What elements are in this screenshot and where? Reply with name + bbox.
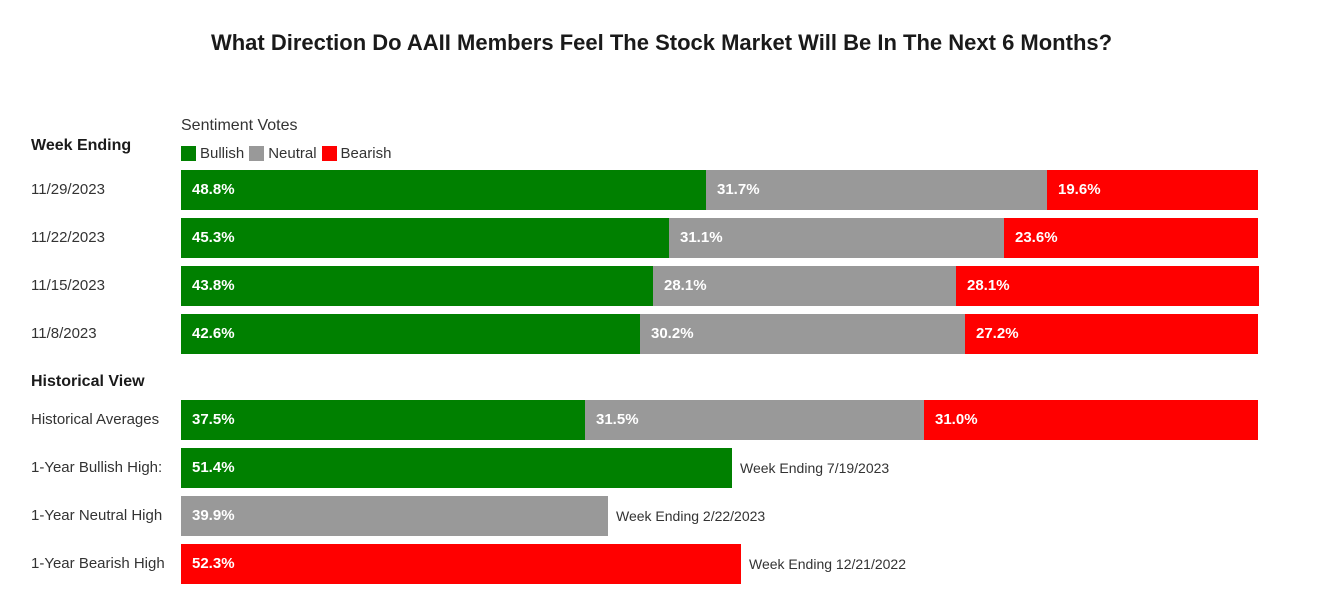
historical-averages-bullish-bar: 37.5% — [181, 400, 585, 440]
chart-title: What Direction Do AAII Members Feel The … — [210, 30, 1113, 55]
legend-swatch-bearish — [321, 146, 337, 161]
legend-label-neutral: Neutral — [268, 145, 317, 162]
week-row-0-bullish-bar: 48.8% — [181, 170, 706, 210]
week-row-3-bearish-bar: 27.2% — [965, 314, 1258, 354]
week-ending-heading: Week Ending — [31, 137, 132, 154]
high-neutral-bar: 39.9% — [181, 496, 608, 536]
high-bullish-label: 1-Year Bullish High: — [31, 459, 163, 476]
week-row-1-bearish-bar: 23.6% — [1004, 218, 1258, 258]
legend-swatch-neutral — [249, 146, 265, 161]
week-row-2-neutral-bar: 28.1% — [653, 266, 956, 306]
week-row-3-neutral-bar: 30.2% — [640, 314, 965, 354]
week-row-1-neutral-bar: 31.1% — [669, 218, 1004, 258]
legend-item-bearish: Bearish — [321, 145, 392, 162]
week-row-0-neutral-bar: 31.7% — [706, 170, 1047, 210]
week-row-0-label: 11/29/2023 — [31, 181, 105, 198]
week-row-1-label: 11/22/2023 — [31, 229, 105, 246]
week-row-3-label: 11/8/2023 — [31, 325, 97, 342]
week-row-2-bearish-bar: 28.1% — [956, 266, 1259, 306]
high-bearish-note: Week Ending 12/21/2022 — [749, 556, 906, 572]
week-row-2-bullish-bar: 43.8% — [181, 266, 653, 306]
legend-title: Sentiment Votes — [181, 117, 298, 134]
historical-averages-neutral-bar: 31.5% — [585, 400, 924, 440]
legend-label-bearish: Bearish — [340, 145, 392, 162]
historical-view-heading: Historical View — [31, 373, 145, 390]
high-bullish-note: Week Ending 7/19/2023 — [740, 460, 890, 476]
high-neutral-label: 1-Year Neutral High — [31, 507, 163, 524]
legend: Bullish Neutral Bearish — [181, 145, 396, 162]
high-bullish-bar: 51.4% — [181, 448, 732, 488]
legend-item-bullish: Bullish — [181, 145, 244, 162]
week-row-2-label: 11/15/2023 — [31, 277, 105, 294]
historical-averages-bearish-bar: 31.0% — [924, 400, 1258, 440]
high-neutral-note: Week Ending 2/22/2023 — [616, 508, 766, 524]
historical-averages-label: Historical Averages — [31, 411, 160, 428]
high-bearish-label: 1-Year Bearish High — [31, 555, 165, 572]
week-row-0-bearish-bar: 19.6% — [1047, 170, 1258, 210]
high-bearish-bar: 52.3% — [181, 544, 741, 584]
week-row-1-bullish-bar: 45.3% — [181, 218, 669, 258]
legend-item-neutral: Neutral — [249, 145, 317, 162]
week-row-3-bullish-bar: 42.6% — [181, 314, 640, 354]
legend-label-bullish: Bullish — [200, 145, 245, 162]
legend-swatch-bullish — [181, 146, 196, 161]
